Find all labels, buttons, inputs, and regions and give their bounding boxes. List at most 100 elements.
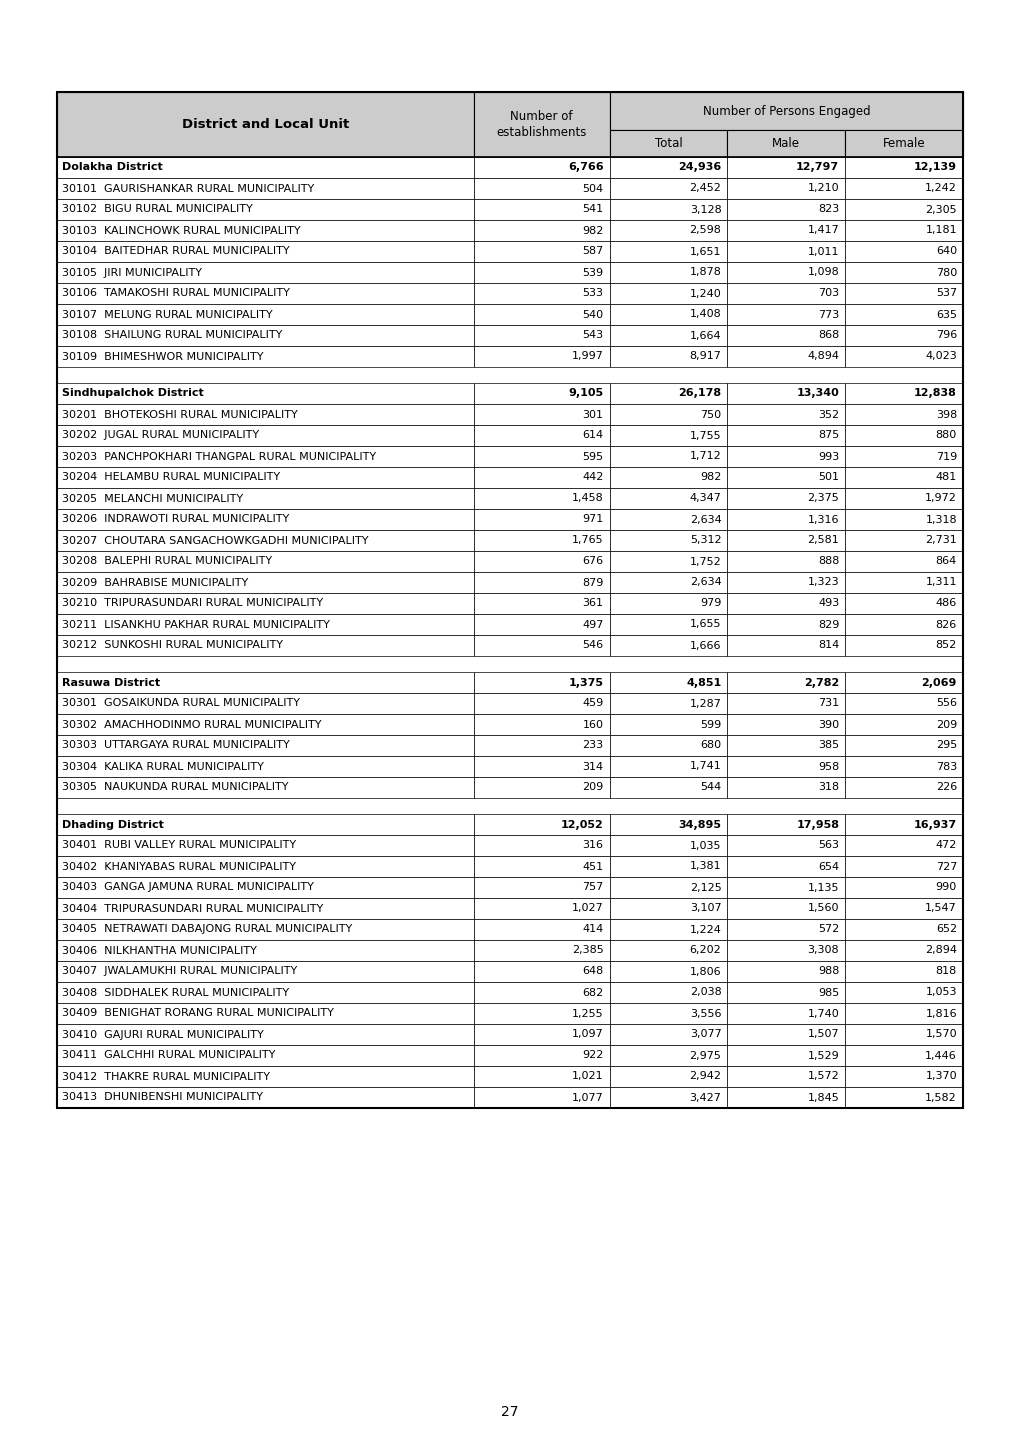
- Bar: [473, 487, 609, 509]
- Bar: [57, 940, 473, 960]
- Bar: [727, 262, 845, 283]
- Text: 1,210: 1,210: [807, 183, 839, 193]
- Bar: [727, 487, 845, 509]
- Bar: [609, 1024, 727, 1045]
- Bar: [473, 346, 609, 368]
- Bar: [845, 304, 962, 324]
- Text: 985: 985: [817, 988, 839, 998]
- Text: 459: 459: [582, 698, 603, 708]
- Text: 30405  NETRAWATI DABAJONG RURAL MUNICIPALITY: 30405 NETRAWATI DABAJONG RURAL MUNICIPAL…: [62, 924, 352, 934]
- Bar: [57, 177, 473, 199]
- Text: 1,755: 1,755: [689, 431, 720, 440]
- Bar: [473, 777, 609, 797]
- Text: 595: 595: [582, 451, 603, 461]
- Text: 13,340: 13,340: [796, 388, 839, 398]
- Text: 1,224: 1,224: [689, 924, 720, 934]
- Bar: [845, 130, 962, 157]
- Text: 30209  BAHRABISE MUNICIPALITY: 30209 BAHRABISE MUNICIPALITY: [62, 577, 248, 587]
- Bar: [727, 735, 845, 756]
- Text: 30211  LISANKHU PAKHAR RURAL MUNICIPALITY: 30211 LISANKHU PAKHAR RURAL MUNICIPALITY: [62, 620, 329, 630]
- Bar: [473, 1087, 609, 1107]
- Bar: [57, 877, 473, 898]
- Bar: [727, 714, 845, 735]
- Bar: [845, 714, 962, 735]
- Text: 1,740: 1,740: [807, 1008, 839, 1018]
- Text: 442: 442: [582, 473, 603, 483]
- Bar: [609, 694, 727, 714]
- Text: 1,878: 1,878: [689, 268, 720, 277]
- Bar: [727, 777, 845, 797]
- Text: 451: 451: [582, 861, 603, 871]
- Bar: [473, 446, 609, 467]
- Text: 30203  PANCHPOKHARI THANGPAL RURAL MUNICIPALITY: 30203 PANCHPOKHARI THANGPAL RURAL MUNICI…: [62, 451, 376, 461]
- Bar: [845, 835, 962, 857]
- Text: 17,958: 17,958: [796, 819, 839, 829]
- Text: 8,917: 8,917: [689, 352, 720, 362]
- Text: 648: 648: [582, 966, 603, 976]
- Bar: [473, 960, 609, 982]
- Bar: [609, 551, 727, 572]
- Text: 587: 587: [582, 247, 603, 257]
- Bar: [57, 262, 473, 283]
- Bar: [727, 384, 845, 404]
- Bar: [57, 1045, 473, 1066]
- Text: 30104  BAITEDHAR RURAL MUNICIPALITY: 30104 BAITEDHAR RURAL MUNICIPALITY: [62, 247, 289, 257]
- Text: 971: 971: [582, 515, 603, 525]
- Bar: [727, 404, 845, 425]
- Text: 556: 556: [935, 698, 956, 708]
- Text: Dolakha District: Dolakha District: [62, 163, 163, 173]
- Bar: [845, 446, 962, 467]
- Bar: [473, 714, 609, 735]
- Text: 1,547: 1,547: [924, 904, 956, 913]
- Bar: [473, 324, 609, 346]
- Bar: [473, 813, 609, 835]
- Bar: [727, 982, 845, 1004]
- Bar: [727, 130, 845, 157]
- Text: 2,634: 2,634: [689, 577, 720, 587]
- Text: 1,664: 1,664: [689, 330, 720, 340]
- Text: 30210  TRIPURASUNDARI RURAL MUNICIPALITY: 30210 TRIPURASUNDARI RURAL MUNICIPALITY: [62, 598, 323, 609]
- Bar: [473, 467, 609, 487]
- Text: 30401  RUBI VALLEY RURAL MUNICIPALITY: 30401 RUBI VALLEY RURAL MUNICIPALITY: [62, 841, 296, 851]
- Bar: [609, 835, 727, 857]
- Bar: [727, 199, 845, 221]
- Bar: [57, 614, 473, 634]
- Text: 1,027: 1,027: [572, 904, 603, 913]
- Text: 30108  SHAILUNG RURAL MUNICIPALITY: 30108 SHAILUNG RURAL MUNICIPALITY: [62, 330, 282, 340]
- Bar: [609, 487, 727, 509]
- Bar: [727, 940, 845, 960]
- Bar: [57, 777, 473, 797]
- Bar: [609, 199, 727, 221]
- Text: 1,417: 1,417: [807, 225, 839, 235]
- Bar: [609, 572, 727, 593]
- Bar: [845, 1045, 962, 1066]
- Text: 30402  KHANIYABAS RURAL MUNICIPALITY: 30402 KHANIYABAS RURAL MUNICIPALITY: [62, 861, 296, 871]
- Text: 1,097: 1,097: [572, 1030, 603, 1040]
- Text: Female: Female: [881, 137, 924, 150]
- Text: 30103  KALINCHOWK RURAL MUNICIPALITY: 30103 KALINCHOWK RURAL MUNICIPALITY: [62, 225, 301, 235]
- Text: 546: 546: [582, 640, 603, 650]
- Text: 24,936: 24,936: [678, 163, 720, 173]
- Bar: [473, 425, 609, 446]
- Text: 563: 563: [817, 841, 839, 851]
- Bar: [609, 467, 727, 487]
- Text: 703: 703: [817, 288, 839, 298]
- Text: 6,202: 6,202: [689, 946, 720, 956]
- Text: 1,318: 1,318: [924, 515, 956, 525]
- Text: 4,347: 4,347: [689, 493, 720, 503]
- Text: 1,021: 1,021: [572, 1071, 603, 1082]
- Text: 652: 652: [935, 924, 956, 934]
- Bar: [845, 813, 962, 835]
- Text: 30409  BENIGHAT RORANG RURAL MUNICIPALITY: 30409 BENIGHAT RORANG RURAL MUNICIPALITY: [62, 1008, 333, 1018]
- Bar: [727, 877, 845, 898]
- Text: 30106  TAMAKOSHI RURAL MUNICIPALITY: 30106 TAMAKOSHI RURAL MUNICIPALITY: [62, 288, 289, 298]
- Bar: [609, 919, 727, 940]
- Text: 1,712: 1,712: [689, 451, 720, 461]
- Text: Dhading District: Dhading District: [62, 819, 164, 829]
- Text: 990: 990: [934, 883, 956, 893]
- Text: 2,375: 2,375: [807, 493, 839, 503]
- Text: 1,053: 1,053: [924, 988, 956, 998]
- Text: 1,240: 1,240: [689, 288, 720, 298]
- Bar: [473, 1024, 609, 1045]
- Bar: [57, 304, 473, 324]
